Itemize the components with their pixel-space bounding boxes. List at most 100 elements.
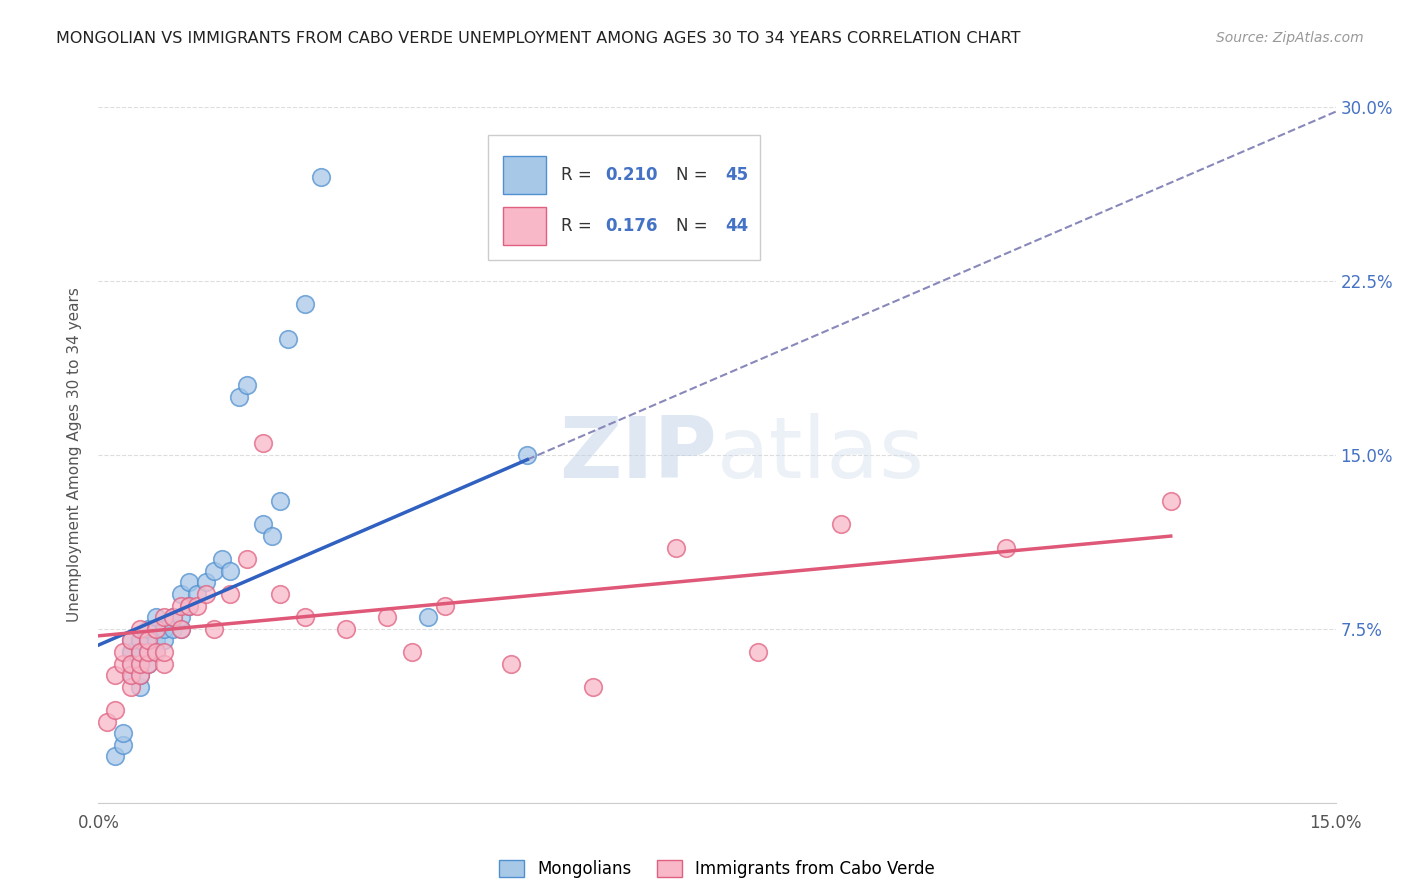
Point bbox=[145, 622, 167, 636]
Point bbox=[136, 645, 159, 659]
Point bbox=[433, 599, 456, 613]
Text: 0.176: 0.176 bbox=[606, 217, 658, 235]
Point bbox=[145, 633, 167, 648]
Point bbox=[179, 575, 201, 590]
Point bbox=[128, 645, 150, 659]
FancyBboxPatch shape bbox=[488, 135, 761, 260]
Point bbox=[179, 599, 201, 613]
Point bbox=[153, 633, 176, 648]
Text: MONGOLIAN VS IMMIGRANTS FROM CABO VERDE UNEMPLOYMENT AMONG AGES 30 TO 34 YEARS C: MONGOLIAN VS IMMIGRANTS FROM CABO VERDE … bbox=[56, 31, 1021, 46]
Point bbox=[128, 680, 150, 694]
Y-axis label: Unemployment Among Ages 30 to 34 years: Unemployment Among Ages 30 to 34 years bbox=[67, 287, 83, 623]
Point bbox=[112, 738, 135, 752]
Point bbox=[162, 622, 184, 636]
Point bbox=[830, 517, 852, 532]
Point bbox=[401, 645, 423, 659]
Point bbox=[170, 622, 193, 636]
Point bbox=[219, 564, 242, 578]
Text: N =: N = bbox=[676, 166, 713, 185]
Text: R =: R = bbox=[561, 217, 598, 235]
Text: N =: N = bbox=[676, 217, 713, 235]
Point bbox=[162, 610, 184, 624]
Point bbox=[260, 529, 283, 543]
Point bbox=[418, 610, 440, 624]
Point bbox=[219, 587, 242, 601]
Text: R =: R = bbox=[561, 166, 598, 185]
Point bbox=[120, 668, 142, 682]
Point bbox=[665, 541, 688, 555]
Point bbox=[128, 657, 150, 671]
Point bbox=[136, 645, 159, 659]
Point bbox=[104, 749, 127, 764]
Point bbox=[1160, 494, 1182, 508]
Point bbox=[120, 668, 142, 682]
Point bbox=[136, 633, 159, 648]
Legend: Mongolians, Immigrants from Cabo Verde: Mongolians, Immigrants from Cabo Verde bbox=[492, 854, 942, 885]
Point bbox=[112, 657, 135, 671]
Point bbox=[120, 657, 142, 671]
Point bbox=[136, 622, 159, 636]
Point bbox=[120, 633, 142, 648]
Text: 0.210: 0.210 bbox=[606, 166, 658, 185]
Point bbox=[194, 575, 217, 590]
Point bbox=[120, 633, 142, 648]
Point bbox=[170, 610, 193, 624]
Point bbox=[136, 657, 159, 671]
Point bbox=[236, 552, 259, 566]
Text: atlas: atlas bbox=[717, 413, 925, 497]
Point bbox=[269, 587, 291, 601]
FancyBboxPatch shape bbox=[503, 156, 547, 194]
Point bbox=[294, 297, 316, 311]
Point bbox=[112, 726, 135, 740]
Point bbox=[294, 610, 316, 624]
Point bbox=[516, 448, 538, 462]
Point bbox=[170, 622, 193, 636]
Point bbox=[153, 622, 176, 636]
Point bbox=[112, 645, 135, 659]
Point bbox=[128, 633, 150, 648]
Point bbox=[96, 714, 118, 729]
Point bbox=[136, 633, 159, 648]
Point bbox=[186, 587, 208, 601]
FancyBboxPatch shape bbox=[503, 207, 547, 244]
Point bbox=[128, 668, 150, 682]
Text: 45: 45 bbox=[725, 166, 749, 185]
Point bbox=[120, 645, 142, 659]
Point bbox=[145, 610, 167, 624]
Point bbox=[252, 517, 274, 532]
Point bbox=[120, 680, 142, 694]
Point bbox=[120, 645, 142, 659]
Point bbox=[747, 645, 769, 659]
Point bbox=[136, 657, 159, 671]
Point bbox=[162, 610, 184, 624]
Text: 44: 44 bbox=[725, 217, 749, 235]
Text: ZIP: ZIP bbox=[560, 413, 717, 497]
Point bbox=[128, 657, 150, 671]
Point bbox=[269, 494, 291, 508]
Point bbox=[128, 645, 150, 659]
Point bbox=[153, 645, 176, 659]
Point bbox=[309, 169, 332, 184]
Point bbox=[186, 599, 208, 613]
Point bbox=[120, 657, 142, 671]
Point bbox=[277, 332, 299, 346]
Point bbox=[582, 680, 605, 694]
Point bbox=[128, 668, 150, 682]
Point bbox=[170, 599, 193, 613]
Point bbox=[211, 552, 233, 566]
Point bbox=[104, 703, 127, 717]
Point bbox=[499, 657, 522, 671]
Point bbox=[104, 668, 127, 682]
Point bbox=[202, 622, 225, 636]
Point bbox=[994, 541, 1017, 555]
Point bbox=[153, 610, 176, 624]
Point bbox=[145, 645, 167, 659]
Point bbox=[153, 657, 176, 671]
Point bbox=[170, 587, 193, 601]
Point bbox=[236, 378, 259, 392]
Point bbox=[228, 390, 250, 404]
Point bbox=[335, 622, 357, 636]
Text: Source: ZipAtlas.com: Source: ZipAtlas.com bbox=[1216, 31, 1364, 45]
Point bbox=[128, 622, 150, 636]
Point bbox=[145, 645, 167, 659]
